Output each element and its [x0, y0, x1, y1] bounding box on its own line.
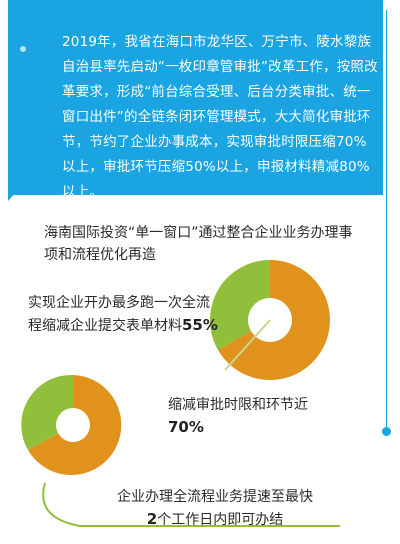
- intro-panel-corner: [8, 185, 22, 201]
- intro-text: 2019年，我省在海口市龙华区、万宁市、陵水黎族自治县率先启动“一枚印章管审批”…: [62, 34, 378, 200]
- stat-approval-reduction: 缩减审批时限和环节近 70%: [168, 394, 308, 439]
- footer-curve: [42, 482, 340, 527]
- ring-chart-left: [21, 374, 122, 475]
- stat-approval-reduction-text: 缩减审批时限和环节近: [168, 397, 308, 413]
- timeline-dot: [382, 427, 391, 436]
- ring-top-pointer: [224, 319, 271, 371]
- section-title: 海南国际投资“单一窗口”通过整合企业业务办理事项和流程优化再造: [44, 225, 353, 263]
- decorative-dot: [20, 46, 26, 52]
- timeline-line: [386, 10, 387, 430]
- stat-processing-speed-before: 企业办理全流程业务提速至最快: [117, 489, 313, 505]
- stat-processing-speed: 企业办理全流程业务提速至最快 2个工作日内即可办结: [100, 486, 330, 531]
- stat-processing-speed-after: 个工作日内即可办结: [157, 512, 284, 528]
- stat-form-reduction-text: 实现企业开办最多跑一次全流程缩减企业提交表单材料: [28, 295, 210, 334]
- ring-left-hole: [56, 408, 90, 442]
- stat-processing-speed-value: 2: [146, 510, 158, 528]
- stat-form-reduction: 实现企业开办最多跑一次全流程缩减企业提交表单材料55%: [28, 292, 218, 337]
- ring-chart-top: [210, 260, 330, 380]
- stat-approval-reduction-value: 70%: [168, 418, 204, 436]
- stat-form-reduction-value: 55%: [182, 316, 218, 334]
- intro-panel: [8, 0, 383, 195]
